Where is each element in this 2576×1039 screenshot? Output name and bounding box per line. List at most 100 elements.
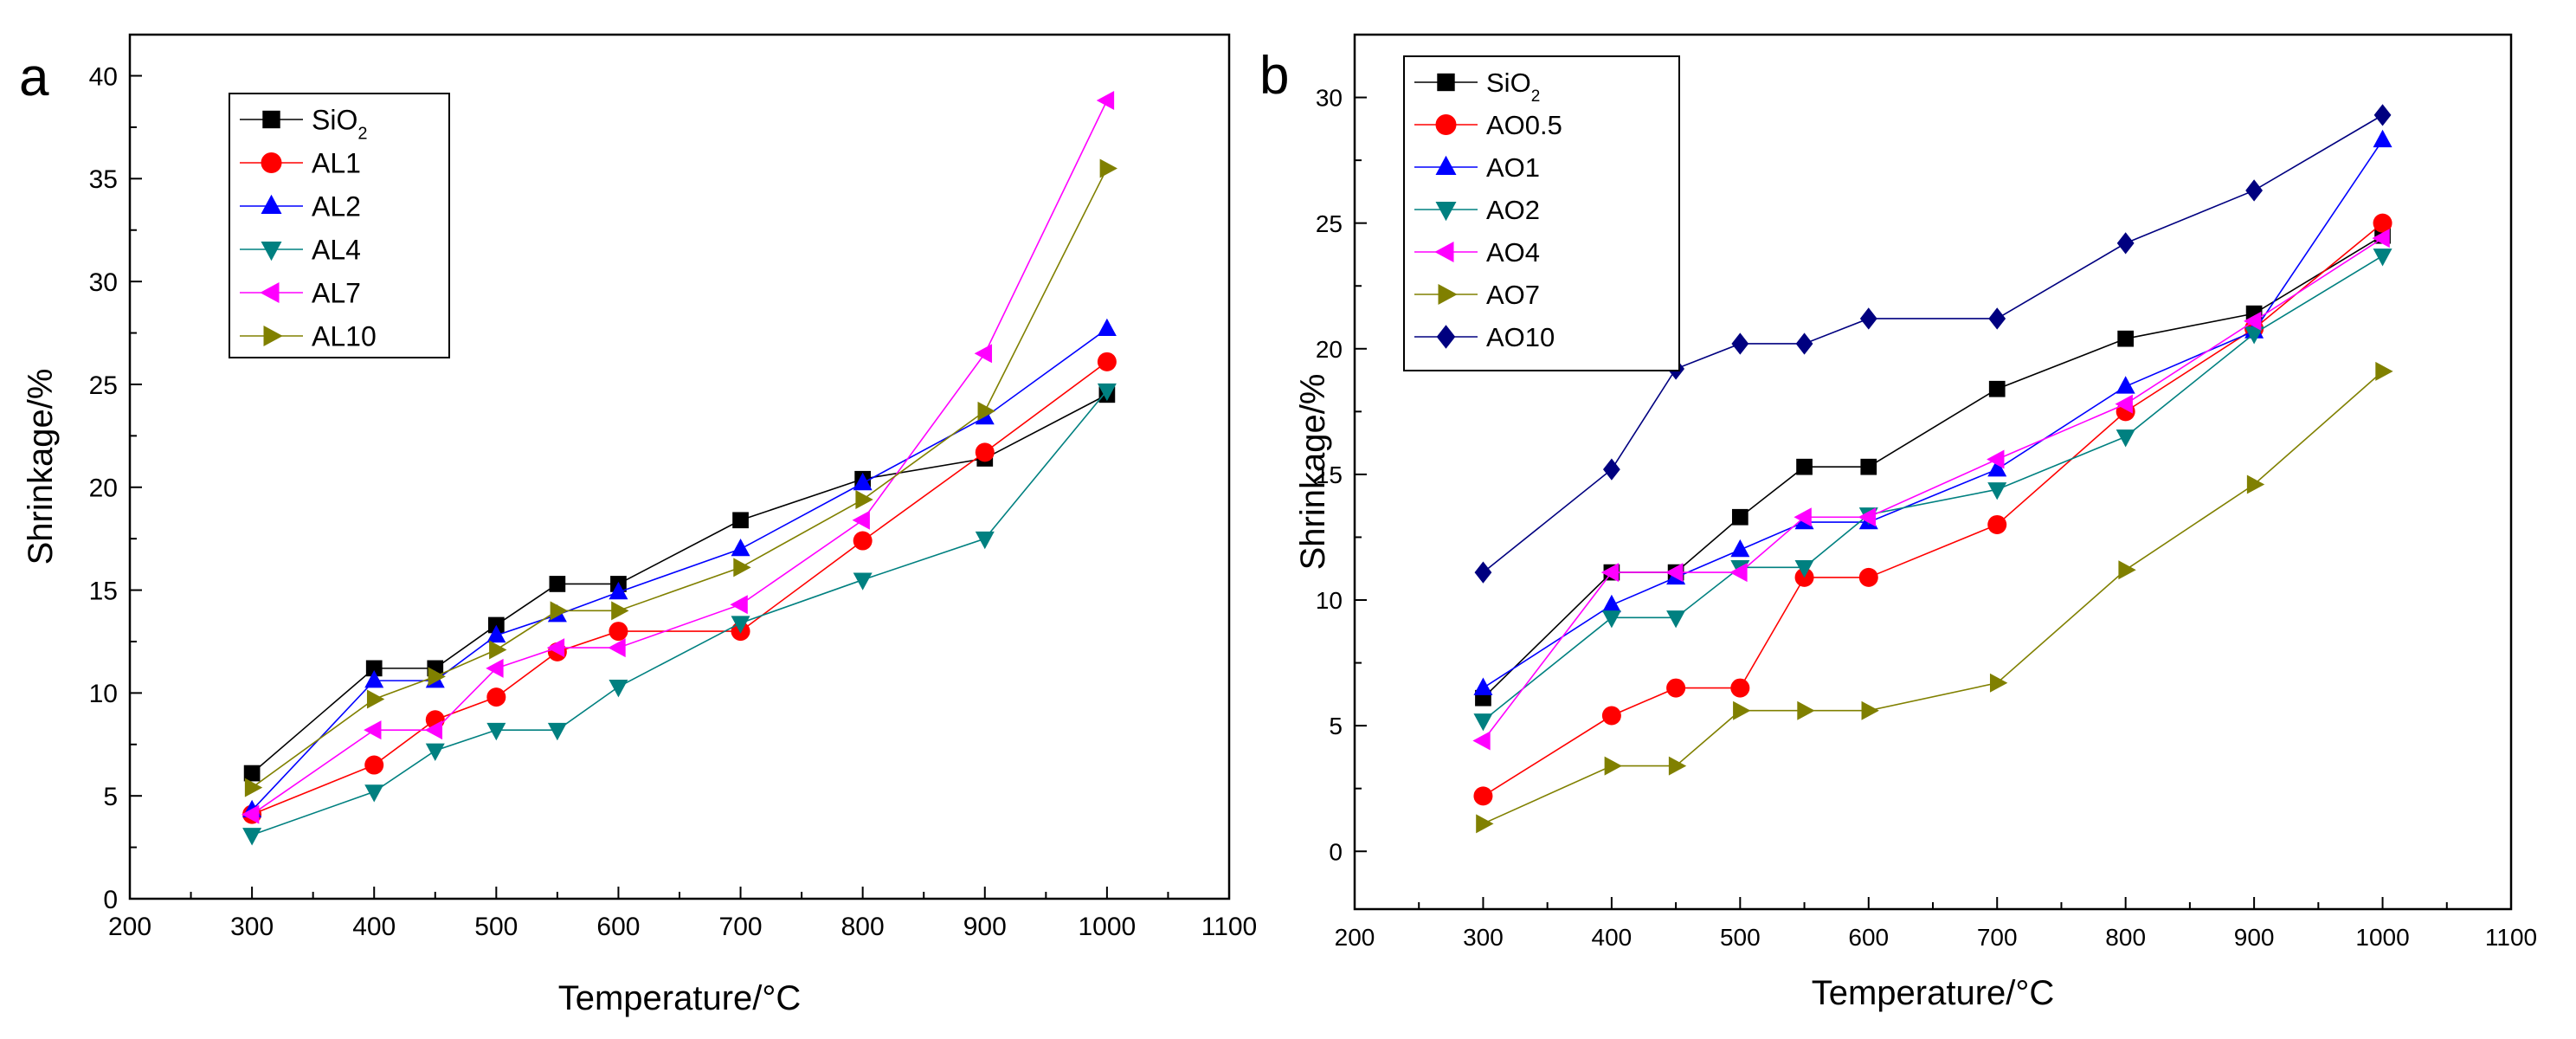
panel-a-al2-point (364, 670, 384, 688)
panel-a-x-axis-label: Temperature/°C (558, 979, 802, 1017)
panel-b-ao7-point (1989, 673, 2008, 693)
panel-a-al7-point (608, 638, 626, 658)
panel-b-x-tick-label: 400 (1592, 924, 1633, 951)
panel-a-al4-point (853, 572, 873, 590)
panel-a-al7-point (974, 344, 993, 364)
panel-b-sio2-point (2117, 330, 2135, 347)
panel-b-legend-marker (1436, 325, 1456, 349)
panel-a-sio2-point (732, 512, 749, 529)
panel-b-ao2-point (1601, 610, 1621, 629)
panel-a-legend-label-al1: AL1 (312, 148, 361, 179)
panel-b-y-tick-label: 5 (1329, 713, 1343, 739)
panel-b-ao7-point (2375, 361, 2393, 381)
panel-a-al10-point (244, 778, 263, 797)
panel-a-y-tick-label: 5 (103, 783, 118, 811)
panel-a-legend-box (229, 93, 450, 358)
panel-a-al1-line (251, 361, 1108, 816)
panel-b-legend-label-ao7: AO7 (1486, 280, 1540, 310)
panel-b-y-tick-label: 0 (1329, 838, 1343, 865)
panel-b-legend-box (1403, 55, 1680, 371)
panel-b-ao10-point (2373, 104, 2392, 126)
panel-a-al10-point (611, 601, 629, 621)
panel-a-legend-marker (263, 326, 283, 346)
panel-a-y-tick-label: 10 (89, 680, 118, 708)
panel-b-ao2-line (1482, 255, 2383, 721)
panel-a-sio2-line (251, 394, 1108, 774)
panel-a-al4-point (609, 680, 628, 698)
panel-b-ao1-point (1473, 677, 1493, 695)
panel-a-al4-point (364, 784, 384, 803)
panel-b-ao10-point (1795, 332, 1813, 355)
panel-a-al1-point (975, 442, 995, 462)
panel-b-ao4-point (1665, 563, 1684, 583)
panel-a-y-tick-label: 25 (89, 371, 118, 400)
panel-a-series-al10 (244, 158, 1117, 797)
panel-b-series-ao4 (1472, 229, 2390, 751)
panel-b-ao2-point (1794, 560, 1814, 578)
panel-b-legend-label-ao0-5: AO0.5 (1486, 110, 1562, 140)
panel-a-al1-point (486, 687, 506, 707)
panel-b-ao2-point (1666, 610, 1686, 629)
panel-a-al4-point (486, 722, 506, 741)
panel-b-ao4-point (1472, 731, 1491, 751)
panel-a-al4-point (731, 616, 750, 634)
panel-a-al4-point (975, 531, 995, 550)
panel-b-x-tick-label: 800 (2105, 924, 2146, 951)
panel-b-x-tick-label: 1000 (2355, 924, 2409, 951)
panel-b-x-axis-label: Temperature/°C (1812, 974, 2055, 1012)
panel-a-y-tick-label: 15 (89, 577, 118, 605)
panel-b-legend-label-ao2: AO2 (1486, 195, 1540, 225)
panel-a-al10-point (366, 689, 385, 709)
panel-a-y-axis-label: Shrinkage/% (22, 369, 60, 565)
panel-a-al1-point (1097, 352, 1117, 371)
panel-b-ao0-5-point (1666, 678, 1686, 698)
panel-b-ao2-point (2244, 326, 2264, 345)
panel-b-ao10-point (1602, 458, 1620, 481)
panel-b-legend-label-ao4: AO4 (1486, 237, 1540, 268)
panel-a-al10-point (550, 601, 568, 621)
panel-a-al7-line (251, 100, 1108, 816)
panel-b-ao4-point (2115, 394, 2133, 414)
panel-b-ao2-point (2373, 248, 2392, 267)
panel-a-sio2-point (549, 576, 566, 592)
panel-b-sio2-point (1988, 380, 2006, 397)
panel-b-x-tick-label: 600 (1848, 924, 1889, 951)
panel-b-ao7-line (1483, 371, 2384, 825)
panel-b-ao2-point (1987, 482, 2007, 500)
panel-b-legend-marker (1438, 284, 1458, 305)
panel-b-y-tick-label: 20 (1316, 336, 1343, 363)
panel-a-series-al4 (242, 383, 1117, 846)
panel-a-al10-line (251, 168, 1108, 789)
panel-a-al10-point (733, 558, 751, 578)
panel-b-series-ao7 (1476, 361, 2393, 834)
panel-b-x-tick-label: 200 (1335, 924, 1375, 951)
panel-b-legend-marker (1435, 202, 1457, 222)
panel-b-ao4-point (1600, 563, 1620, 583)
panel-b-ao0-5-point (2373, 213, 2392, 233)
panel-a-y-tick-label: 0 (103, 886, 118, 914)
panel-b-x-tick-label: 500 (1720, 924, 1761, 951)
panel-a-al4-point (547, 722, 567, 741)
panel-b-ao7-point (1861, 700, 1879, 720)
panel-b-ao10-point (1988, 307, 2006, 330)
panel-a-al7-point (1096, 91, 1115, 111)
panel-b-ao7-point (2246, 474, 2265, 494)
panel-b-label: b (1259, 46, 1289, 106)
panel-a-series-al2 (242, 318, 1117, 818)
panel-a-legend-marker (260, 282, 280, 303)
panel-b-ao4-point (2372, 229, 2390, 248)
panel-b-ao7-point (1604, 756, 1622, 776)
panel-a-al2-point (609, 581, 628, 600)
panel-b-series-ao2 (1473, 248, 2392, 732)
panel-b-legend-marker (1435, 155, 1457, 175)
panel-b-ao1-point (1730, 539, 1750, 558)
panel-b: b 200 300 400 500 600 700 800 900 1000 1100 0 5 10 15… (1259, 33, 2537, 1012)
panel-b-ao2-point (1473, 713, 1493, 732)
panel-b-ao10-point (1859, 307, 1877, 330)
panel-b-ao1-point (1601, 594, 1621, 613)
panel-a-legend-label-al2: AL2 (312, 191, 361, 223)
panel-a-legend-label-al10: AL10 (312, 321, 377, 352)
